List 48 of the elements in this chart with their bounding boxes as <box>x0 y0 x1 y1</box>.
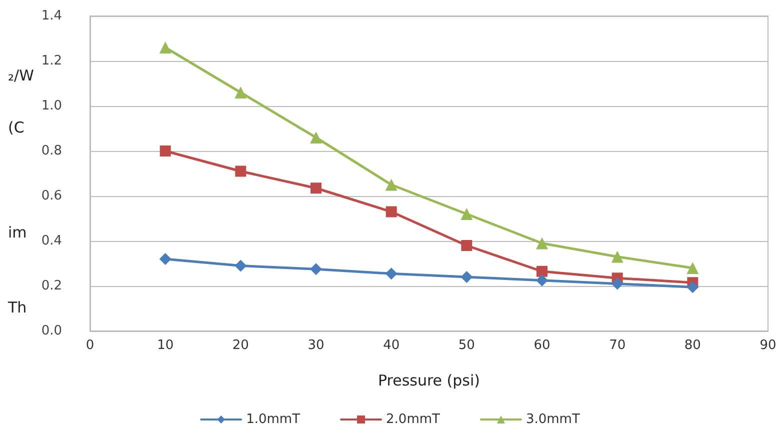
y-tick-label: 0.4 <box>41 234 62 248</box>
x-tick-label: 70 <box>609 338 626 353</box>
text: Th <box>7 298 27 316</box>
point <box>686 262 699 274</box>
point <box>385 268 398 280</box>
y-tick-label: 0.0 <box>41 324 62 338</box>
y-tick-label: 0.2 <box>41 278 62 294</box>
text: (C <box>8 118 24 136</box>
text: im <box>8 224 27 242</box>
x-tick-label: 0 <box>86 338 94 353</box>
legend-label: 1.0mmT <box>246 412 300 427</box>
legend-label: 3.0mmT <box>526 412 580 427</box>
y-tick-label: 0.6 <box>41 188 62 204</box>
point <box>385 178 398 191</box>
point <box>235 166 246 177</box>
x-tick-label: 20 <box>232 338 249 353</box>
point <box>234 86 247 98</box>
y-tick-label: 1.2 <box>41 54 62 68</box>
point <box>536 266 548 277</box>
point <box>160 146 171 156</box>
point <box>611 278 624 290</box>
point <box>686 281 699 294</box>
point <box>536 237 548 250</box>
x-tick-label: 80 <box>684 338 701 353</box>
x-tick-label: 50 <box>458 338 475 353</box>
point <box>386 206 397 218</box>
point <box>159 42 172 54</box>
point <box>460 271 473 283</box>
x-tick-label: 30 <box>308 338 324 353</box>
y-tick-label: 0.8 <box>41 144 62 158</box>
text: ₂/W <box>8 66 34 84</box>
point <box>310 182 322 194</box>
point <box>460 208 473 220</box>
point <box>310 132 322 144</box>
point <box>234 260 247 272</box>
point <box>159 253 172 265</box>
x-tick-label: 90 <box>760 338 776 353</box>
legend-label: 2.0mmT <box>386 412 440 427</box>
x-tick-label: 10 <box>157 338 174 353</box>
x-axis-title: Pressure (psi) <box>378 372 480 390</box>
point <box>461 240 472 251</box>
x-tick-label: 60 <box>534 338 550 353</box>
point <box>536 274 548 286</box>
point <box>310 263 322 276</box>
x-tick-label: 40 <box>383 338 400 353</box>
y-tick-label: 1.0 <box>41 98 62 114</box>
point <box>611 250 624 263</box>
y-tick-label: 1.4 <box>41 8 62 24</box>
